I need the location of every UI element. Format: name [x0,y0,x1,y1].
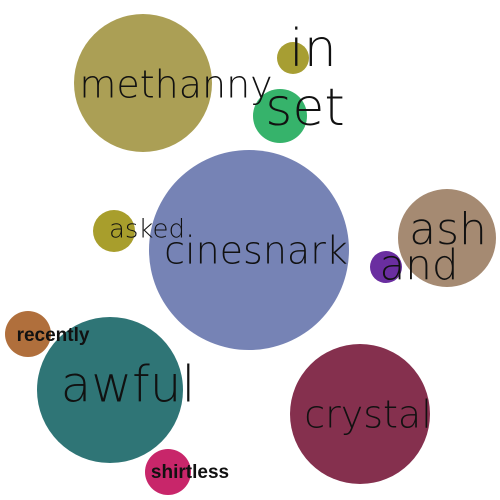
bubble-label-awful: awful [61,356,196,414]
bubble-crystal [290,344,430,484]
bubble-label-and: and [379,241,458,290]
bubble-shirtless [145,449,191,495]
bubble-and [370,251,402,283]
bubble-label-methanny: methanny [79,63,272,107]
bubble-label-recently: recently [17,325,90,346]
bubble-asked [93,210,135,252]
bubble-awful [37,317,183,463]
bubble-layer [5,14,496,495]
bubble-label-asked: asked [109,215,185,245]
bubble-methanny [74,14,212,152]
bubble-label-in: in [289,19,336,79]
bubble-label-ash: ash [409,204,487,255]
bubble-set [253,89,307,143]
bubble-cinesnark [149,150,349,350]
bubble-label-crystal: crystal [304,393,432,437]
bubble-recently [5,311,51,357]
bubble-ash [398,189,496,287]
bubble-label-cinesnark: cinesnark [164,229,348,273]
bubble-in [277,42,309,74]
bubble-label-set: set [265,78,344,138]
bubble-label-shirtless: shirtless [151,462,229,483]
